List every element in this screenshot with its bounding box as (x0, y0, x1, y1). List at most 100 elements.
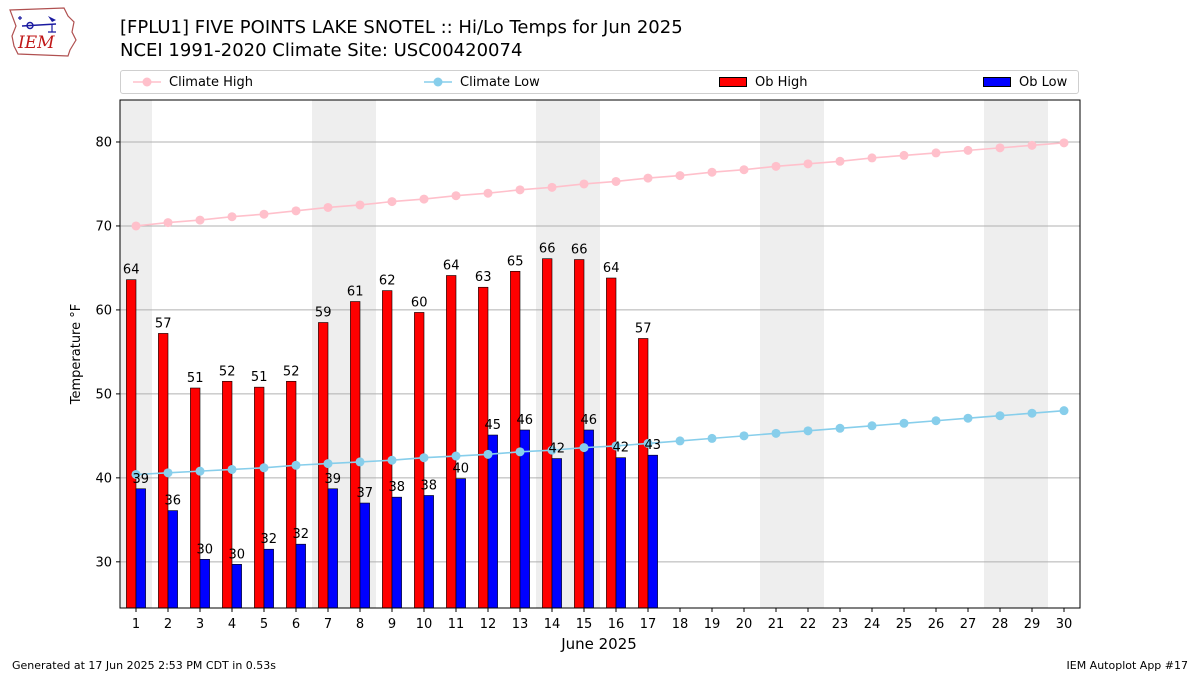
climate-low-point (611, 441, 621, 451)
ob-low-bar (391, 496, 402, 609)
ob-low-label: 39 (133, 472, 150, 487)
climate-low-line (135, 409, 1065, 476)
climate-low-point (419, 453, 429, 463)
ob-low-label: 40 (453, 462, 470, 477)
ob-high-label: 62 (379, 274, 396, 289)
y-tick-label: 60 (95, 303, 112, 318)
climate-high-point (483, 188, 493, 198)
x-tick-label: 7 (324, 617, 332, 632)
ob-high-bar (446, 275, 457, 609)
ob-high-label: 51 (251, 370, 268, 385)
ob-high-label: 66 (571, 243, 588, 258)
chart-legend: Climate High Climate Low Ob High Ob Low (120, 70, 1079, 94)
ob-low-label: 42 (613, 441, 630, 456)
ob-low-label: 36 (165, 494, 182, 509)
x-tick-label: 12 (480, 617, 497, 632)
ob-low-label: 32 (293, 527, 310, 542)
climate-low-point (227, 464, 237, 474)
climate-high-point (515, 185, 525, 195)
x-tick-label: 3 (196, 617, 204, 632)
x-tick-label: 22 (800, 617, 817, 632)
weekend-band (984, 100, 1016, 608)
climate-low-point (867, 421, 877, 431)
legend-ob-low-label: Ob Low (1019, 74, 1068, 90)
ob-low-bar (167, 510, 178, 609)
ob-low-bar (647, 454, 658, 609)
climate-high-point (163, 218, 173, 228)
climate-high-point (675, 171, 685, 181)
climate-high-point (195, 215, 205, 225)
climate-high-point (131, 221, 141, 231)
climate-lines (131, 138, 1069, 479)
ob-low-label: 38 (421, 478, 438, 493)
ob-low-label: 37 (357, 486, 374, 501)
ob-high-bar (478, 286, 489, 609)
ob-low-bar (327, 488, 338, 609)
ob-high-bar (126, 279, 137, 609)
climate-high-point (451, 191, 461, 201)
weekend-band (1016, 100, 1048, 608)
ob-high-swatch-icon (719, 77, 747, 87)
climate-high-point (899, 150, 909, 160)
ob-high-bar (510, 270, 521, 609)
climate-high-point (611, 176, 621, 186)
climate-high-point (867, 153, 877, 163)
x-tick-label: 4 (228, 617, 236, 632)
climate-high-point (419, 194, 429, 204)
ob-low-swatch-icon (983, 77, 1011, 87)
y-tick-label: 80 (95, 135, 112, 150)
ob-high-label: 59 (315, 306, 332, 321)
climate-low-point (963, 413, 973, 423)
ob-low-bar (135, 488, 146, 609)
climate-low-point (291, 460, 301, 470)
x-tick-label: 26 (928, 617, 945, 632)
bars (126, 258, 658, 609)
climate-low-point (579, 443, 589, 453)
climate-high-point (931, 148, 941, 158)
x-tick-label: 17 (640, 617, 657, 632)
x-tick-label: 10 (416, 617, 433, 632)
climate-low-point (451, 451, 461, 461)
plot-frame (119, 99, 1081, 609)
y-axis-label: Temperature °F (69, 304, 84, 405)
y-tick-label: 30 (95, 555, 112, 570)
x-tick-label: 1 (132, 617, 140, 632)
climate-low-point (387, 455, 397, 465)
legend-climate-high: Climate High (133, 71, 253, 93)
x-tick-label: 6 (292, 617, 300, 632)
x-tick-label: 29 (1024, 617, 1041, 632)
climate-low-point (643, 438, 653, 448)
ob-low-label: 43 (645, 438, 662, 453)
ob-low-label: 42 (549, 442, 566, 457)
iem-logo: IEM (9, 7, 77, 57)
ob-high-bar (190, 387, 201, 609)
climate-low-point (803, 426, 813, 436)
climate-low-point (483, 449, 493, 459)
climate-low-point (739, 431, 749, 441)
ob-high-label: 57 (635, 321, 652, 336)
climate-low-point (1027, 408, 1037, 418)
legend-ob-high-label: Ob High (755, 74, 808, 90)
climate-low-point (707, 433, 717, 443)
x-tick-label: 19 (704, 617, 721, 632)
ob-high-label: 51 (187, 371, 204, 386)
ob-low-label: 32 (261, 532, 278, 547)
climate-low-point (771, 428, 781, 438)
y-tick-label: 50 (95, 387, 112, 402)
climate-low-point (163, 468, 173, 478)
ob-low-bar (551, 458, 562, 609)
ob-high-label: 65 (507, 254, 524, 269)
legend-climate-low-label: Climate Low (460, 74, 540, 90)
ob-high-bar (350, 301, 361, 609)
climate-high-point (579, 179, 589, 189)
ob-high-label: 64 (123, 263, 140, 278)
climate-low-point (355, 457, 365, 467)
grid-lines (120, 141, 1080, 563)
x-tick-label: 24 (864, 617, 881, 632)
climate-high-point (1059, 138, 1069, 148)
climate-low-point (931, 416, 941, 426)
ob-low-label: 45 (485, 418, 502, 433)
ob-high-label: 66 (539, 242, 556, 257)
climate-low-point (899, 418, 909, 428)
